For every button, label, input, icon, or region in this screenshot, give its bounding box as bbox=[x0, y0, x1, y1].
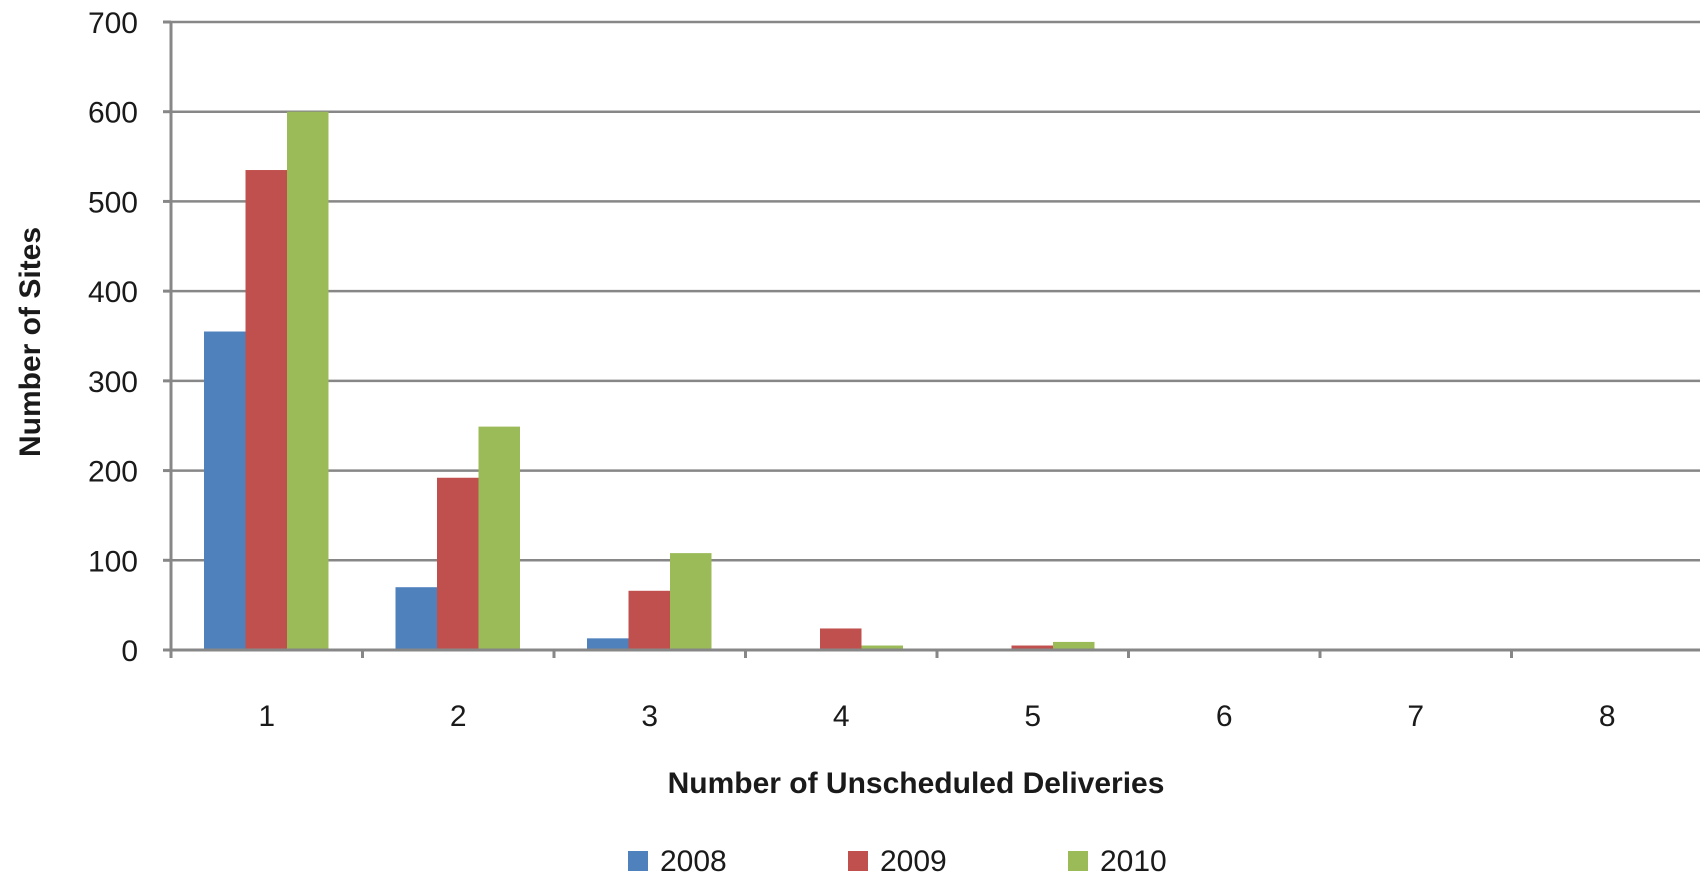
x-tick-label: 8 bbox=[1599, 700, 1616, 733]
x-tick-label: 6 bbox=[1216, 700, 1233, 733]
bar-2009-1 bbox=[245, 170, 287, 650]
y-tick-label: 400 bbox=[88, 276, 138, 309]
bar-2010-1 bbox=[287, 111, 329, 650]
legend-swatch-2010 bbox=[1068, 851, 1088, 871]
x-tick-label: 5 bbox=[1024, 700, 1041, 733]
axes bbox=[163, 20, 1700, 658]
y-tick-label: 200 bbox=[88, 456, 138, 489]
y-tick-label: 300 bbox=[88, 366, 138, 399]
bar-2008-1 bbox=[204, 331, 246, 650]
bar-2009-2 bbox=[437, 477, 479, 650]
legend-swatch-2008 bbox=[628, 851, 648, 871]
bar-2010-2 bbox=[478, 426, 520, 650]
bar-2010-5 bbox=[1053, 641, 1095, 650]
y-tick-labels: 0 100 200 300 400 500 600 700 bbox=[88, 7, 138, 668]
x-tick-label: 1 bbox=[258, 700, 275, 733]
y-axis-title: Number of Sites bbox=[14, 227, 47, 457]
y-tick-label: 100 bbox=[88, 545, 138, 578]
x-tick-label: 3 bbox=[641, 700, 658, 733]
bar-2009-5 bbox=[1011, 645, 1053, 650]
legend-label-2009: 2009 bbox=[880, 845, 947, 877]
y-tick-label: 500 bbox=[88, 186, 138, 219]
legend: 2008 2009 2010 bbox=[628, 845, 1167, 877]
legend-label-2008: 2008 bbox=[660, 845, 727, 877]
legend-label-2010: 2010 bbox=[1100, 845, 1167, 877]
bar-2008-2 bbox=[395, 587, 437, 650]
legend-swatch-2009 bbox=[848, 851, 868, 871]
bar-2010-3 bbox=[670, 553, 712, 650]
bar-2009-4 bbox=[820, 628, 862, 650]
x-tick-label: 7 bbox=[1407, 700, 1424, 733]
x-tick-label: 2 bbox=[450, 700, 467, 733]
bars bbox=[204, 111, 1095, 650]
bar-2008-3 bbox=[587, 638, 629, 650]
y-tick-label: 700 bbox=[88, 7, 138, 40]
x-tick-labels: 1 2 3 4 5 6 7 8 bbox=[258, 700, 1615, 733]
x-axis-title: Number of Unscheduled Deliveries bbox=[668, 767, 1165, 800]
y-tick-label: 0 bbox=[121, 635, 138, 668]
x-tick-label: 4 bbox=[833, 700, 850, 733]
bar-2010-4 bbox=[861, 645, 903, 650]
gridlines bbox=[171, 20, 1700, 562]
bar-2009-3 bbox=[628, 590, 670, 650]
y-tick-label: 600 bbox=[88, 97, 138, 130]
